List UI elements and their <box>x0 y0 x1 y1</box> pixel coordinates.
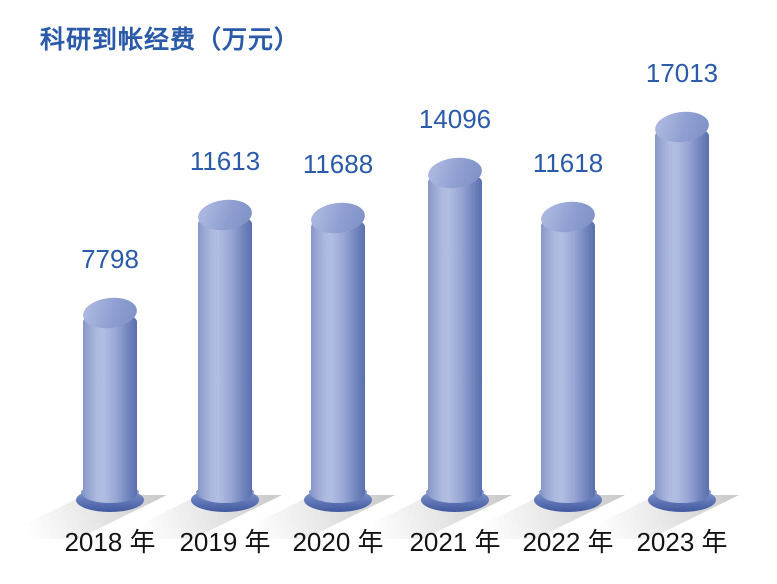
bar-year-label: 2020 年 <box>292 527 384 557</box>
cylinder-body <box>428 172 482 503</box>
bar-value-label: 14096 <box>418 104 492 134</box>
bar-year-label: 2021 年 <box>409 527 501 557</box>
bar-year-label: 2022 年 <box>522 527 614 557</box>
cylinder-body <box>198 214 252 503</box>
cylinder-body <box>541 216 595 503</box>
bar-value-label: 11613 <box>189 146 261 176</box>
bar-value-label: 7798 <box>81 244 139 274</box>
bar-value-label: 11688 <box>302 149 374 179</box>
bar-year-label: 2023 年 <box>636 527 728 557</box>
bar-value-label: 17013 <box>645 58 719 88</box>
bar-value-label: 11618 <box>532 148 604 178</box>
cylinder-body <box>655 126 709 503</box>
chart-title: 科研到帐经费（万元） <box>40 26 301 54</box>
bar-year-label: 2019 年 <box>179 527 271 557</box>
cylinder-body <box>311 217 365 503</box>
bar-year-label: 2018 年 <box>64 527 156 557</box>
cylinder-body <box>83 312 137 503</box>
